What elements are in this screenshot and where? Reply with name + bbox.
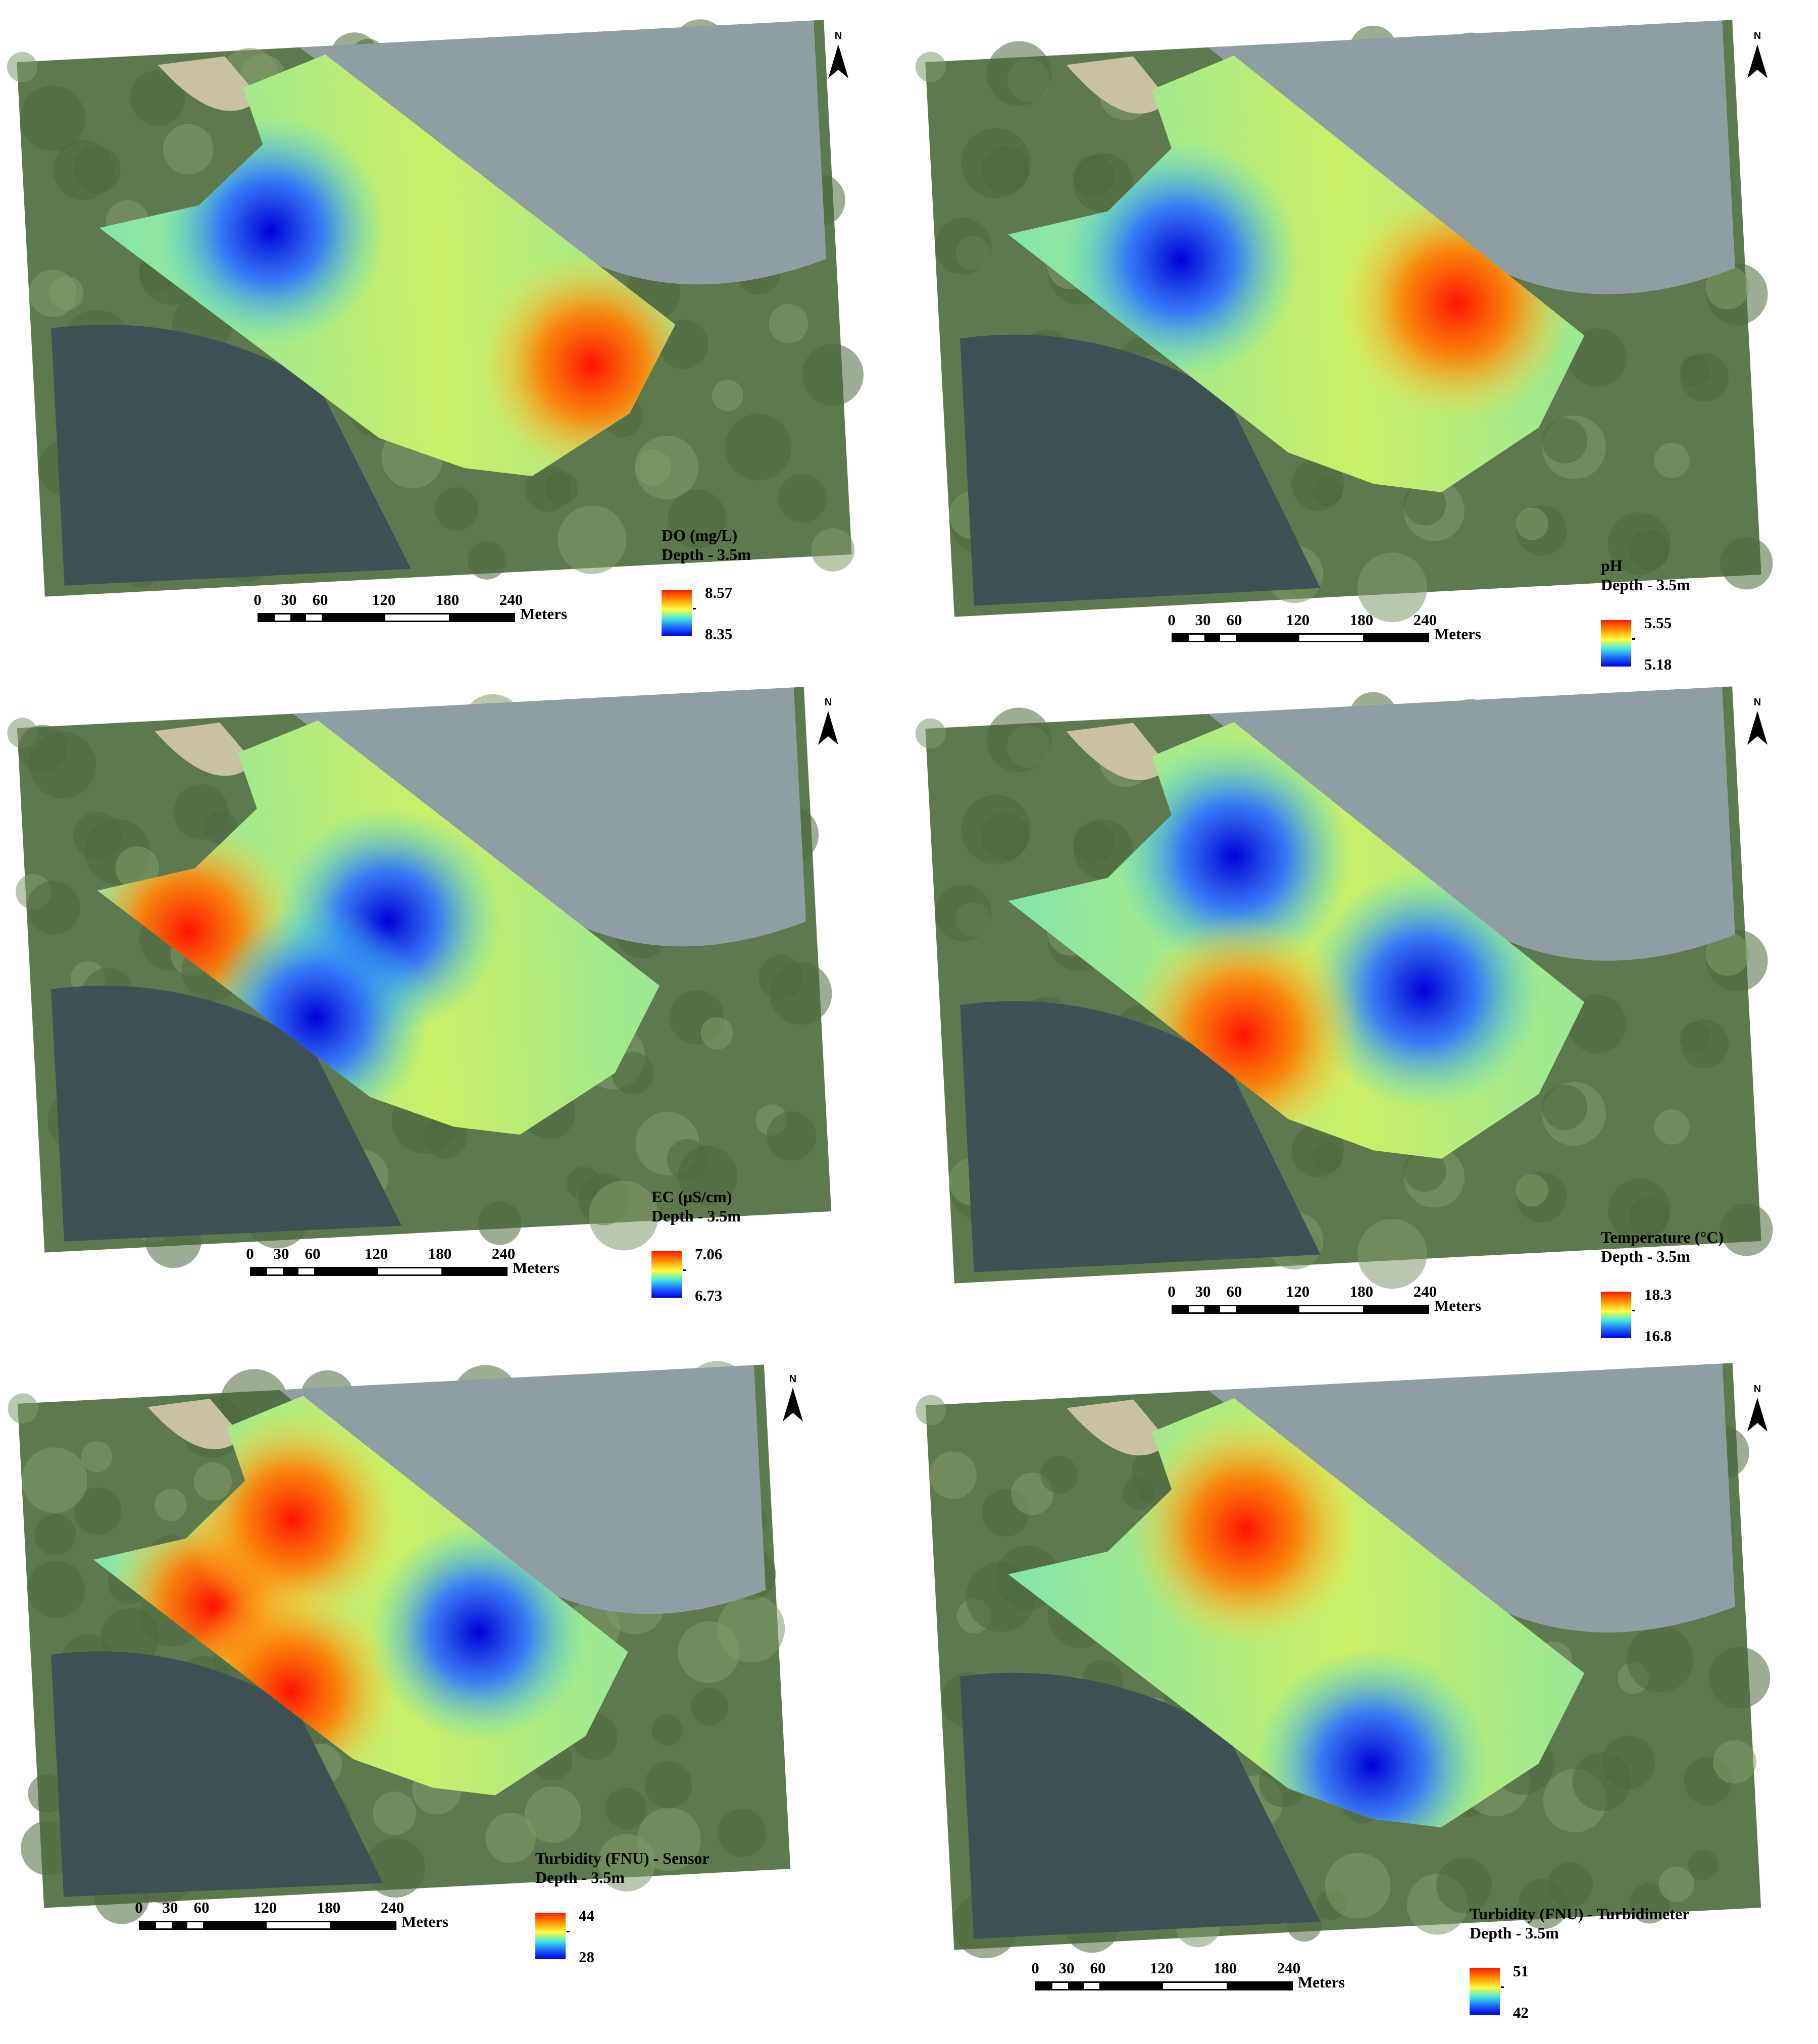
aerial-photo — [915, 20, 1773, 623]
map-ph — [915, 20, 1773, 623]
cold-spot — [369, 1523, 588, 1742]
map-panel-temperature: N Temperature (°C) Depth - 3.5m 18.3 16.… — [915, 686, 1798, 1358]
map-ec — [7, 687, 832, 1268]
map-temperature — [915, 686, 1773, 1289]
color-ramp — [662, 590, 692, 636]
legend-depth: Depth - 3.5m — [662, 545, 751, 564]
map-panel-turbidity-sensor: N Turbidity (FNU) - Sensor Depth - 3.5m … — [8, 1361, 879, 2030]
aerial-photo — [7, 19, 864, 597]
map-panel-do: N DO (mg/L) Depth - 3.5m 8.57 8.35 0 30 … — [7, 19, 879, 672]
north-arrow-icon: N — [778, 1373, 808, 1424]
cold-spot — [1062, 140, 1300, 379]
aerial-photo — [8, 1361, 791, 1924]
legend-title: DO (mg/L) — [662, 526, 738, 544]
cold-spot — [1115, 737, 1353, 976]
map-do — [7, 19, 864, 597]
legend-max: 8.57 — [705, 584, 733, 601]
north-arrow-icon: N — [1742, 30, 1773, 81]
map-panel-turbidity-turbidimeter: N Turbidity (FNU) - Turbidimeter Depth -… — [916, 1363, 1798, 2040]
map-panel-ph: N pH Depth - 3.5m 5.55 5.18 0 30 60 120 … — [915, 20, 1798, 677]
aerial-photo — [7, 687, 832, 1268]
hot-spot — [1128, 1412, 1363, 1647]
map-turbidity-sensor — [8, 1361, 791, 1924]
aerial-photo — [916, 1363, 1771, 1959]
aerial-photo — [915, 686, 1773, 1289]
legend-min: 8.35 — [705, 625, 733, 643]
cold-spot — [1304, 870, 1543, 1109]
map-turbidity-turbidimeter — [916, 1363, 1771, 1959]
north-arrow-icon: N — [823, 30, 853, 81]
map-panel-ec: N EC (μS/cm) Depth - 3.5m 7.06 6.73 0 30… — [7, 687, 879, 1338]
north-arrow-icon: N — [813, 697, 843, 747]
north-arrow-icon: N — [1742, 1384, 1773, 1434]
north-arrow-icon: N — [1742, 697, 1773, 747]
